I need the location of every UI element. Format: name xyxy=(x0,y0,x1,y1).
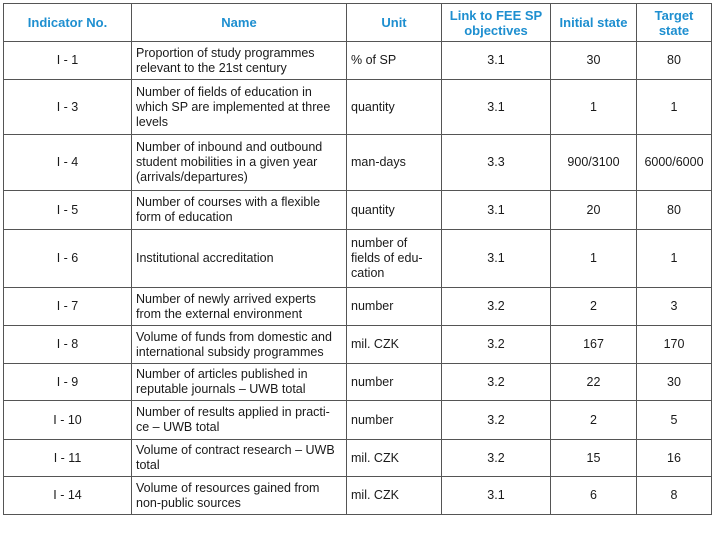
indicator-unit: mil. CZK xyxy=(346,325,442,364)
indicator-initial: 900/3100 xyxy=(550,134,637,191)
indicator-unit: quantity xyxy=(346,79,442,135)
indicator-initial: 22 xyxy=(550,363,637,401)
indicator-initial: 2 xyxy=(550,287,637,326)
indicator-id: I - 8 xyxy=(3,325,132,364)
table-row: I - 6 Institutional accreditation number… xyxy=(3,229,712,288)
indicator-link: 3.2 xyxy=(441,439,551,477)
indicator-link: 3.1 xyxy=(441,229,551,288)
header-initial-state: Initial state xyxy=(550,3,637,42)
indicator-link: 3.1 xyxy=(441,41,551,80)
header-link-objectives: Link to FEE SP objectives xyxy=(441,3,551,42)
indicator-link: 3.1 xyxy=(441,476,551,515)
indicator-target: 1 xyxy=(636,79,712,135)
indicator-target: 6000/6000 xyxy=(636,134,712,191)
indicator-name: Proportion of study programmes relevant … xyxy=(131,41,347,80)
indicator-target: 8 xyxy=(636,476,712,515)
indicator-name: Number of fields of education in which S… xyxy=(131,79,347,135)
indicator-unit: mil. CZK xyxy=(346,476,442,515)
table-row: I - 8 Volume of funds from domestic and … xyxy=(3,325,712,364)
indicator-link: 3.2 xyxy=(441,287,551,326)
table-row: I - 1 Proportion of study programmes rel… xyxy=(3,41,712,80)
indicator-unit: number of fields of edu-cation xyxy=(346,229,442,288)
indicator-unit: number xyxy=(346,287,442,326)
table-row: I - 9 Number of articles published in re… xyxy=(3,363,712,401)
indicator-unit: man-days xyxy=(346,134,442,191)
indicator-unit: number xyxy=(346,363,442,401)
indicator-initial: 2 xyxy=(550,400,637,440)
indicator-name: Number of articles published in reputabl… xyxy=(131,363,347,401)
header-unit: Unit xyxy=(346,3,442,42)
indicator-target: 80 xyxy=(636,190,712,230)
table-row: I - 4 Number of inbound and outbound stu… xyxy=(3,134,712,191)
indicators-table: Indicator No. Name Unit Link to FEE SP o… xyxy=(3,3,712,515)
indicator-link: 3.1 xyxy=(441,190,551,230)
indicator-target: 1 xyxy=(636,229,712,288)
header-target-state: Target state xyxy=(636,3,712,42)
indicator-initial: 1 xyxy=(550,229,637,288)
table-row: I - 7 Number of newly arrived experts fr… xyxy=(3,287,712,326)
indicator-id: I - 5 xyxy=(3,190,132,230)
indicator-initial: 20 xyxy=(550,190,637,230)
indicator-link: 3.1 xyxy=(441,79,551,135)
indicator-id: I - 11 xyxy=(3,439,132,477)
indicator-name: Volume of resources gained from non-publ… xyxy=(131,476,347,515)
table-row: I - 14 Volume of resources gained from n… xyxy=(3,476,712,515)
indicator-initial: 15 xyxy=(550,439,637,477)
indicator-unit: number xyxy=(346,400,442,440)
indicator-initial: 30 xyxy=(550,41,637,80)
table-row: I - 3 Number of fields of education in w… xyxy=(3,79,712,135)
indicator-id: I - 14 xyxy=(3,476,132,515)
indicator-target: 5 xyxy=(636,400,712,440)
indicator-target: 80 xyxy=(636,41,712,80)
indicator-name: Volume of contract research – UWB total xyxy=(131,439,347,477)
indicator-id: I - 4 xyxy=(3,134,132,191)
indicator-link: 3.3 xyxy=(441,134,551,191)
indicator-id: I - 10 xyxy=(3,400,132,440)
indicator-unit: quantity xyxy=(346,190,442,230)
header-row: Indicator No. Name Unit Link to FEE SP o… xyxy=(3,3,712,42)
indicator-link: 3.2 xyxy=(441,400,551,440)
indicator-link: 3.2 xyxy=(441,363,551,401)
indicator-initial: 6 xyxy=(550,476,637,515)
indicator-target: 16 xyxy=(636,439,712,477)
header-indicator-no: Indicator No. xyxy=(3,3,132,42)
indicator-name: Number of inbound and outbound student m… xyxy=(131,134,347,191)
indicator-id: I - 7 xyxy=(3,287,132,326)
indicator-id: I - 6 xyxy=(3,229,132,288)
table-row: I - 5 Number of courses with a flexible … xyxy=(3,190,712,230)
indicator-target: 3 xyxy=(636,287,712,326)
table-row: I - 11 Volume of contract research – UWB… xyxy=(3,439,712,477)
indicator-initial: 1 xyxy=(550,79,637,135)
indicator-name: Number of courses with a flexible form o… xyxy=(131,190,347,230)
table-row: I - 10 Number of results applied in prac… xyxy=(3,400,712,440)
indicator-unit: % of SP xyxy=(346,41,442,80)
indicator-id: I - 9 xyxy=(3,363,132,401)
indicator-unit: mil. CZK xyxy=(346,439,442,477)
indicator-name: Volume of funds from domestic and intern… xyxy=(131,325,347,364)
indicator-initial: 167 xyxy=(550,325,637,364)
indicator-id: I - 1 xyxy=(3,41,132,80)
indicator-name: Number of results applied in practi-ce –… xyxy=(131,400,347,440)
indicator-link: 3.2 xyxy=(441,325,551,364)
indicator-id: I - 3 xyxy=(3,79,132,135)
indicator-target: 170 xyxy=(636,325,712,364)
indicator-name: Institutional accreditation xyxy=(131,229,347,288)
header-name: Name xyxy=(131,3,347,42)
indicator-target: 30 xyxy=(636,363,712,401)
indicator-name: Number of newly arrived experts from the… xyxy=(131,287,347,326)
